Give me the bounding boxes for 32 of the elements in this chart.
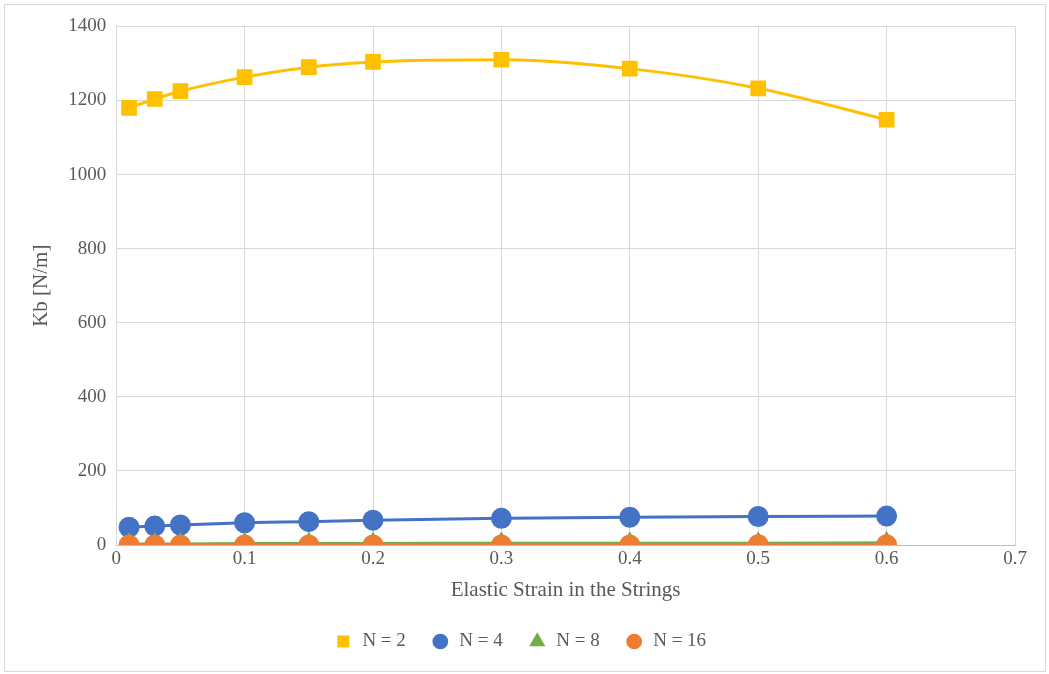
y-tick-label: 800: [77, 236, 107, 258]
y-tick-label: 600: [77, 310, 107, 332]
x-tick-label: 0.5: [746, 547, 771, 569]
point: [300, 59, 317, 76]
x-axis-title: Elastic Strain in the Strings: [450, 576, 681, 601]
x-tick-label: 0.3: [489, 547, 514, 569]
legend-label: N = 4: [459, 629, 504, 651]
y-axis-title: Kb [N/m]: [28, 244, 53, 327]
legend-label: N = 2: [362, 629, 406, 651]
legend-label: N = 8: [556, 629, 600, 651]
point: [236, 69, 253, 86]
point: [146, 91, 163, 107]
x-tick-label: 0.7: [1003, 547, 1027, 569]
point: [121, 100, 137, 116]
y-tick-label: 1000: [68, 162, 107, 184]
point: [493, 51, 510, 68]
legend-label: N = 16: [653, 629, 707, 651]
y-tick-label: 0: [96, 532, 107, 554]
y-tick-label: 200: [77, 458, 107, 480]
point: [878, 111, 895, 128]
y-tick-label: 1200: [68, 88, 107, 110]
point: [365, 54, 381, 70]
x-tick-label: 0.2: [361, 547, 385, 569]
point: [621, 60, 638, 77]
x-tick-label: 0.4: [617, 547, 643, 569]
y-tick-label: 400: [77, 384, 107, 406]
y-tick-label: 1400: [68, 14, 107, 36]
point: [172, 83, 189, 100]
x-tick-label: 0: [111, 547, 121, 569]
x-tick-label: 0.6: [874, 547, 899, 569]
x-tick-label: 0.1: [232, 547, 257, 569]
point: [750, 80, 767, 97]
